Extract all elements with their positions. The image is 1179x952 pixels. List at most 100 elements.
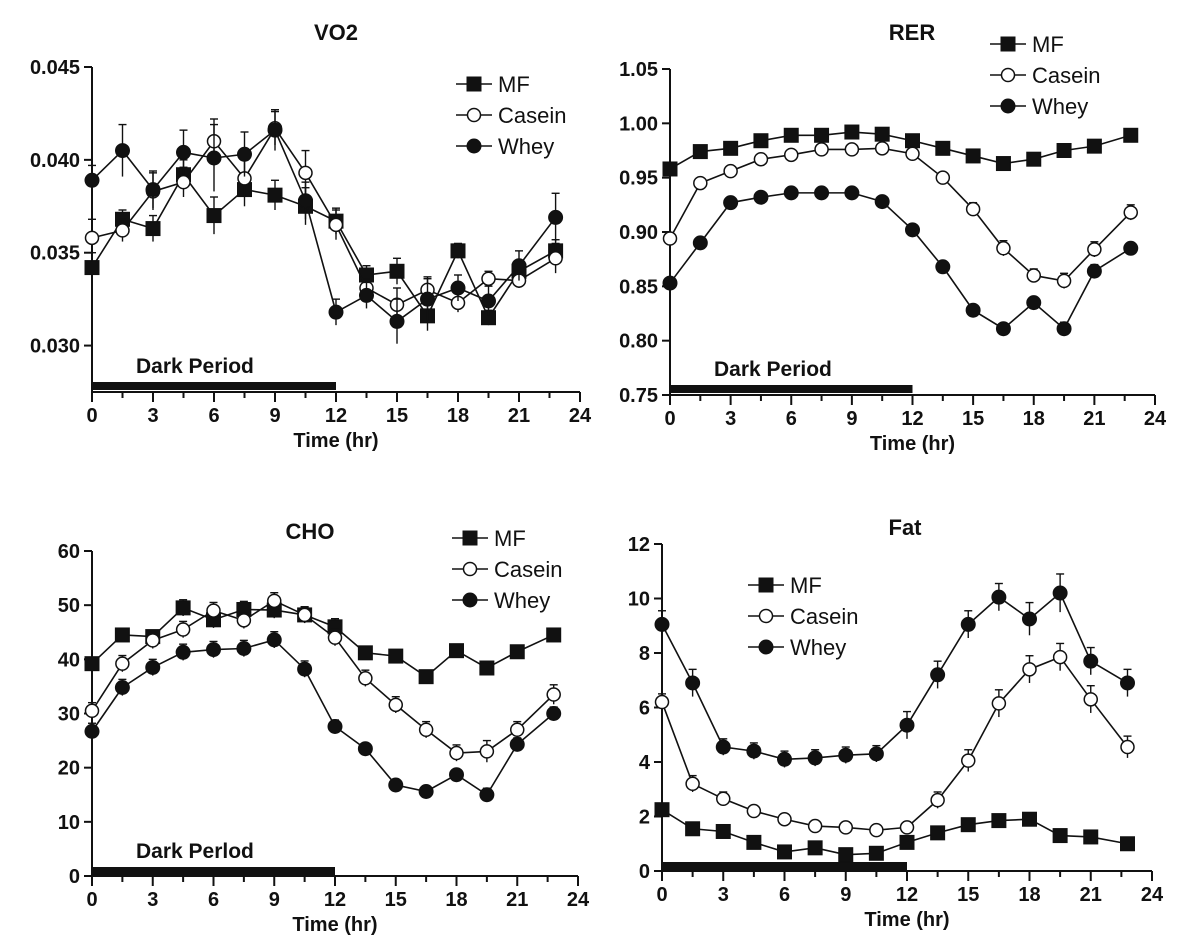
series-line bbox=[661, 591, 1128, 761]
data-point bbox=[746, 743, 762, 759]
dark-period-label: Dark Period bbox=[136, 355, 254, 378]
legend-label: Whey bbox=[790, 635, 846, 660]
data-point bbox=[692, 144, 708, 160]
dark-period-bar bbox=[92, 867, 335, 875]
x-tick-label: 24 bbox=[569, 405, 592, 427]
data-point bbox=[175, 622, 191, 637]
data-point bbox=[930, 667, 946, 683]
legend-marker bbox=[462, 561, 478, 577]
y-tick-label: 0.035 bbox=[30, 243, 80, 265]
data-point bbox=[145, 221, 161, 237]
data-point bbox=[206, 150, 222, 166]
x-tick-label: 0 bbox=[86, 405, 97, 427]
series-line bbox=[91, 126, 557, 306]
legend-marker bbox=[758, 577, 774, 593]
x-tick-label: 9 bbox=[269, 405, 280, 427]
legend-marker bbox=[466, 107, 482, 123]
legend: MF Casein Whey bbox=[452, 526, 562, 613]
data-point bbox=[1026, 268, 1041, 283]
series-line bbox=[669, 147, 1132, 282]
data-point bbox=[693, 175, 708, 191]
y-tick-label: 0.030 bbox=[30, 336, 80, 358]
legend-marker bbox=[1000, 98, 1016, 114]
data-point bbox=[784, 147, 799, 163]
x-tick-label: 15 bbox=[386, 405, 408, 427]
legend: MF Casein Whey bbox=[990, 32, 1100, 119]
data-point bbox=[1052, 585, 1068, 601]
data-point bbox=[874, 126, 890, 142]
data-point bbox=[546, 627, 562, 643]
data-point bbox=[449, 643, 464, 659]
series-line bbox=[91, 606, 555, 678]
y-tick-label: 4 bbox=[639, 752, 651, 774]
legend-label: Casein bbox=[790, 604, 858, 629]
legend-label: Casein bbox=[1032, 63, 1100, 88]
legend-label: MF bbox=[1032, 32, 1064, 57]
data-point bbox=[654, 694, 670, 710]
y-tick-label: 20 bbox=[58, 758, 80, 780]
data-point bbox=[783, 185, 799, 201]
data-point bbox=[418, 784, 434, 799]
data-point bbox=[327, 719, 343, 734]
data-point bbox=[965, 302, 981, 318]
data-point bbox=[236, 641, 252, 656]
data-point bbox=[723, 163, 738, 179]
dark-period-label: Dark Perlod bbox=[136, 840, 254, 863]
data-point bbox=[206, 642, 221, 658]
data-point bbox=[935, 140, 951, 156]
data-point bbox=[1086, 263, 1102, 279]
data-point bbox=[1022, 811, 1037, 827]
legend-label: Whey bbox=[494, 588, 550, 613]
data-point bbox=[115, 143, 130, 159]
chart-title: RER bbox=[889, 20, 936, 45]
data-point bbox=[114, 680, 130, 695]
data-point bbox=[1052, 828, 1068, 844]
data-point bbox=[357, 741, 373, 757]
x-tick-label: 6 bbox=[786, 408, 797, 430]
x-tick-label: 18 bbox=[445, 889, 467, 911]
x-tick-label: 12 bbox=[901, 408, 923, 430]
data-point bbox=[418, 722, 434, 737]
y-tick-label: 10 bbox=[58, 812, 80, 834]
y-tick-label: 50 bbox=[58, 595, 80, 617]
data-point bbox=[1056, 143, 1072, 158]
x-tick-label: 15 bbox=[385, 889, 407, 911]
x-axis-label: Time (hr) bbox=[293, 430, 378, 452]
data-point bbox=[357, 645, 373, 661]
data-point bbox=[844, 124, 860, 140]
series-whey bbox=[654, 573, 1135, 768]
data-point bbox=[715, 739, 731, 755]
data-point bbox=[267, 187, 283, 203]
data-point bbox=[176, 174, 191, 190]
data-point bbox=[175, 600, 191, 616]
x-tick-label: 9 bbox=[840, 884, 851, 906]
data-point bbox=[844, 142, 860, 157]
x-tick-label: 21 bbox=[506, 889, 528, 911]
data-point bbox=[84, 656, 100, 672]
y-tick-label: 0.80 bbox=[619, 331, 658, 353]
data-point bbox=[777, 811, 792, 827]
data-point bbox=[1086, 138, 1102, 154]
x-tick-label: 24 bbox=[1141, 884, 1164, 906]
data-point bbox=[807, 818, 823, 834]
legend-marker bbox=[1000, 36, 1016, 52]
y-tick-label: 0.040 bbox=[30, 150, 80, 172]
y-tick-label: 0 bbox=[69, 866, 80, 888]
x-tick-label: 9 bbox=[846, 408, 857, 430]
data-point bbox=[1083, 829, 1099, 845]
data-point bbox=[814, 127, 830, 143]
x-tick-label: 12 bbox=[324, 889, 346, 911]
data-point bbox=[961, 753, 976, 768]
series-line bbox=[669, 192, 1132, 330]
data-point bbox=[874, 194, 890, 210]
series-whey bbox=[84, 109, 564, 344]
data-point bbox=[358, 671, 373, 686]
data-point bbox=[935, 170, 951, 185]
data-point bbox=[991, 589, 1007, 605]
data-point bbox=[84, 230, 100, 246]
data-point bbox=[1123, 240, 1139, 256]
data-point bbox=[328, 304, 344, 320]
data-point bbox=[418, 669, 434, 685]
